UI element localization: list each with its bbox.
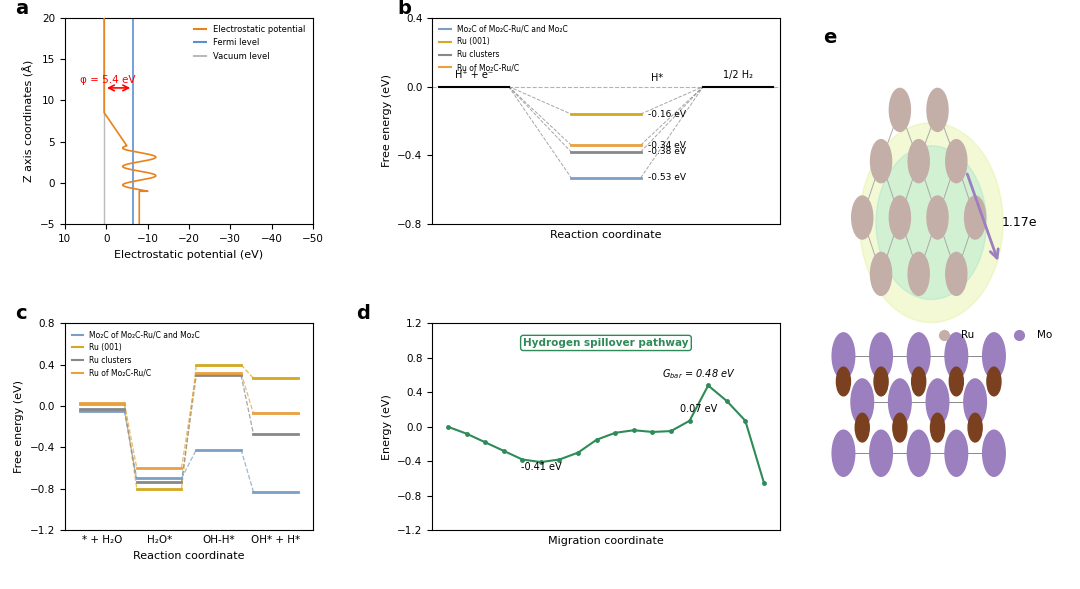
Y-axis label: Z axis coordinates (Å): Z axis coordinates (Å) [23, 60, 35, 182]
Text: c: c [15, 305, 27, 323]
Circle shape [945, 430, 968, 477]
Circle shape [931, 413, 945, 442]
Circle shape [870, 252, 892, 296]
Circle shape [945, 333, 968, 379]
Polygon shape [860, 123, 1003, 323]
Circle shape [964, 196, 986, 239]
Circle shape [907, 333, 930, 379]
Y-axis label: Energy (eV): Energy (eV) [381, 394, 392, 460]
Circle shape [983, 430, 1005, 477]
Circle shape [987, 367, 1001, 396]
Circle shape [946, 140, 967, 183]
Text: H*: H* [651, 73, 663, 83]
Text: G$_{bar}$ = 0.48 eV: G$_{bar}$ = 0.48 eV [662, 367, 735, 380]
Circle shape [927, 196, 948, 239]
Text: a: a [15, 0, 28, 18]
Text: φ = 5.4 eV: φ = 5.4 eV [80, 75, 135, 85]
Text: H⁺ + e⁻: H⁺ + e⁻ [455, 70, 492, 80]
Text: 1.17e: 1.17e [1001, 216, 1037, 229]
Text: 0.07 eV: 0.07 eV [680, 404, 717, 414]
Text: -0.34 eV: -0.34 eV [648, 141, 686, 150]
Circle shape [833, 430, 854, 477]
Text: 1/2 H₂: 1/2 H₂ [723, 70, 753, 80]
Text: Ru: Ru [961, 330, 974, 340]
X-axis label: Electrostatic potential (eV): Electrostatic potential (eV) [114, 250, 264, 260]
Circle shape [893, 413, 907, 442]
Legend: Mo₂C of Mo₂C-Ru/C and Mo₂C, Ru (001), Ru clusters, Ru of Mo₂C-Ru/C: Mo₂C of Mo₂C-Ru/C and Mo₂C, Ru (001), Ru… [69, 327, 203, 381]
Circle shape [983, 333, 1005, 379]
Text: Mo: Mo [1037, 330, 1052, 340]
Text: -0.53 eV: -0.53 eV [648, 173, 686, 183]
Circle shape [889, 88, 910, 131]
Legend: Electrostatic potential, Fermi level, Vacuum level: Electrostatic potential, Fermi level, Va… [191, 22, 309, 64]
Circle shape [908, 140, 929, 183]
Circle shape [836, 367, 850, 396]
Y-axis label: Free energy (eV): Free energy (eV) [14, 380, 24, 474]
Circle shape [927, 88, 948, 131]
Circle shape [968, 413, 982, 442]
Circle shape [855, 413, 869, 442]
X-axis label: Reaction coordinate: Reaction coordinate [550, 230, 662, 240]
X-axis label: Migration coordinate: Migration coordinate [548, 535, 664, 545]
X-axis label: Reaction coordinate: Reaction coordinate [133, 551, 245, 561]
Text: e: e [823, 28, 837, 47]
Text: d: d [355, 305, 369, 323]
Y-axis label: Free energy (eV): Free energy (eV) [381, 74, 392, 167]
Circle shape [949, 367, 963, 396]
Text: -0.16 eV: -0.16 eV [648, 110, 686, 118]
Circle shape [851, 379, 874, 425]
Legend: Mo₂C of Mo₂C-Ru/C and Mo₂C, Ru (001), Ru clusters, Ru of Mo₂C-Ru/C: Mo₂C of Mo₂C-Ru/C and Mo₂C, Ru (001), Ru… [436, 21, 570, 75]
Circle shape [963, 379, 986, 425]
Circle shape [869, 333, 892, 379]
Circle shape [833, 333, 854, 379]
Circle shape [874, 367, 888, 396]
Circle shape [852, 196, 873, 239]
Circle shape [946, 252, 967, 296]
Circle shape [912, 367, 926, 396]
Text: -0.41 eV: -0.41 eV [521, 462, 562, 472]
Text: b: b [397, 0, 411, 18]
Circle shape [889, 379, 912, 425]
Circle shape [869, 430, 892, 477]
Circle shape [870, 140, 892, 183]
Circle shape [907, 430, 930, 477]
Circle shape [927, 379, 949, 425]
Polygon shape [876, 146, 986, 299]
Circle shape [908, 252, 929, 296]
Text: -0.38 eV: -0.38 eV [648, 147, 686, 157]
Text: Hydrogen spillover pathway: Hydrogen spillover pathway [523, 338, 689, 348]
Circle shape [889, 196, 910, 239]
